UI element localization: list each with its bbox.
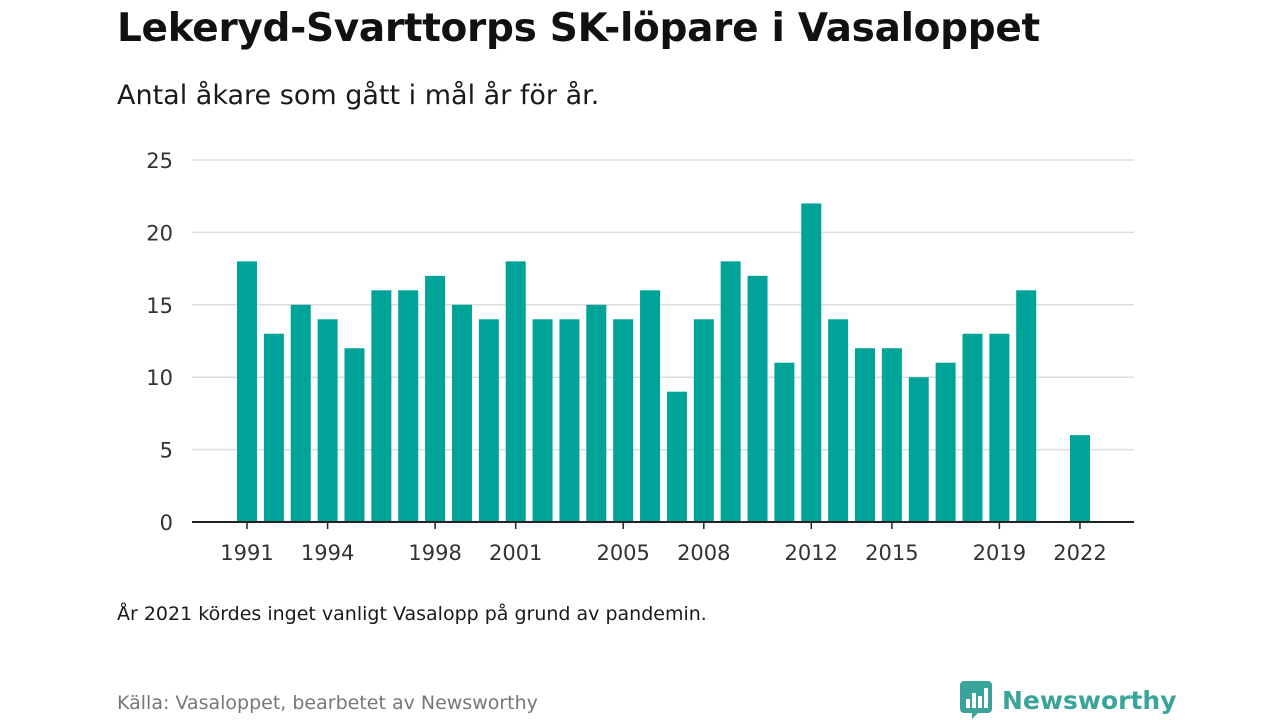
bar-2007	[666, 391, 687, 522]
bar-2013	[828, 319, 849, 522]
x-axis	[192, 521, 1134, 529]
bar-2022	[1069, 435, 1090, 522]
bar-2018	[962, 333, 983, 522]
bar-2012	[801, 203, 822, 522]
x-tick-label: 2001	[489, 541, 542, 565]
y-tick-label: 10	[146, 366, 173, 390]
y-tick-label: 0	[160, 511, 173, 535]
bars	[237, 203, 1090, 522]
bar-1998	[425, 275, 446, 522]
bar-2019	[989, 333, 1010, 522]
bar-1994	[317, 319, 338, 522]
x-tick-label: 1994	[301, 541, 354, 565]
x-tick-label: 2012	[785, 541, 838, 565]
x-tick-label: 2019	[973, 541, 1026, 565]
x-tick-label: 2005	[596, 541, 649, 565]
bar-2009	[720, 261, 741, 522]
y-tick-label: 5	[160, 439, 173, 463]
bar-1996	[371, 290, 392, 522]
bar-1992	[263, 333, 284, 522]
newsworthy-logo-icon	[960, 681, 992, 719]
bar-chart: 0 5 10 15 20 25 1991 1994 1998 2001 2005 2008 2012 2…	[146, 149, 1134, 565]
bar-2010	[747, 275, 768, 522]
bar-2017	[935, 362, 956, 522]
source-credit: Källa: Vasaloppet, bearbetet av Newswort…	[117, 692, 538, 714]
y-tick-label: 20	[146, 221, 173, 245]
bar-2011	[774, 362, 795, 522]
x-tick-label: 2022	[1053, 541, 1106, 565]
y-tick-label: 25	[146, 149, 173, 173]
bar-2005	[613, 319, 634, 522]
bar-2006	[640, 290, 661, 522]
bar-2002	[532, 319, 553, 522]
brand-name: Newsworthy	[1002, 685, 1177, 715]
bar-2003	[559, 319, 580, 522]
bar-2001	[505, 261, 526, 522]
bar-2015	[881, 348, 902, 522]
x-tick-label: 1991	[220, 541, 273, 565]
y-tick-labels: 0 5 10 15 20 25	[146, 149, 173, 535]
footnote: År 2021 kördes inget vanligt Vasalopp på…	[117, 603, 707, 625]
x-tick-label: 2015	[865, 541, 918, 565]
bar-2014	[855, 348, 876, 522]
bar-2008	[693, 319, 714, 522]
bar-2004	[586, 304, 607, 522]
bar-2020	[1016, 290, 1037, 522]
bar-1997	[398, 290, 419, 522]
x-tick-labels: 1991 1994 1998 2001 2005 2008 2012 2015 2019 2022	[220, 541, 1106, 565]
chart-subtitle: Antal åkare som gått i mål år för år.	[117, 80, 600, 111]
bar-1991	[237, 261, 257, 522]
bar-2016	[908, 377, 929, 522]
bar-1999	[451, 304, 472, 522]
bar-1993	[290, 304, 311, 522]
y-tick-label: 15	[146, 294, 173, 318]
bar-2000	[478, 319, 499, 522]
x-tick-label: 2008	[677, 541, 730, 565]
bar-1995	[344, 348, 365, 522]
brand-logo: Newsworthy	[960, 680, 1177, 720]
x-tick-label: 1998	[408, 541, 461, 565]
chart-title: Lekeryd-Svarttorps SK-löpare i Vasaloppe…	[117, 6, 1040, 51]
